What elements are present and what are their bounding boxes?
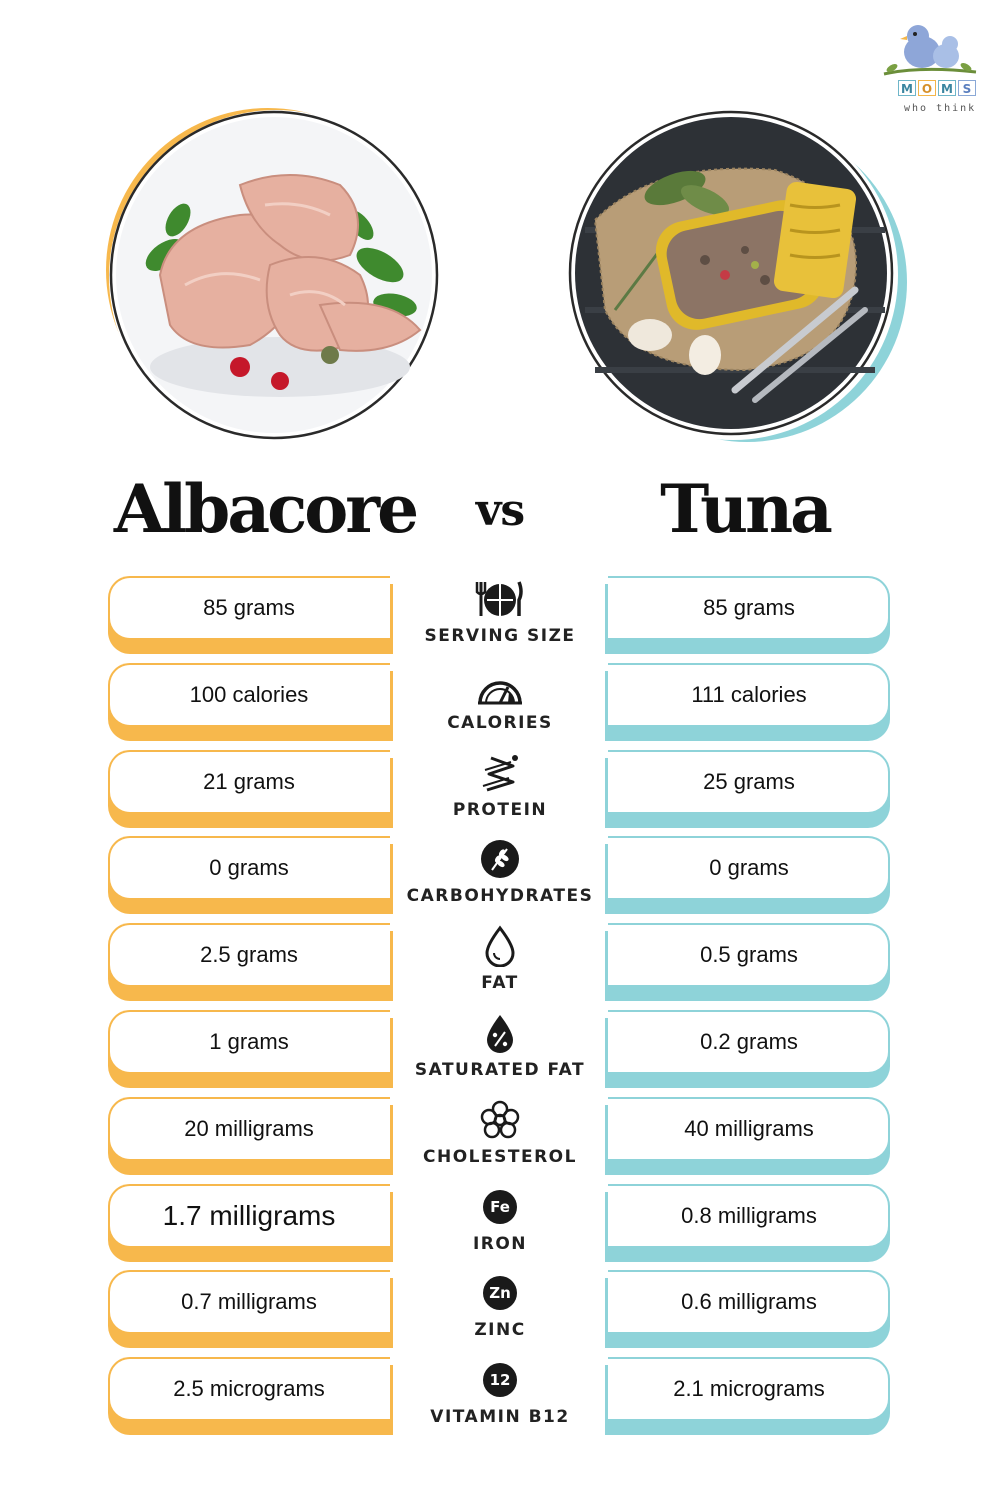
nutrient-label: CALORIES — [447, 713, 553, 733]
tuna-value-cell: 0.6 milligrams — [605, 1270, 890, 1348]
albacore-value-cell: 85 grams — [108, 576, 393, 654]
logo-letter: S — [958, 80, 976, 96]
nutrient-saturated-fat: SATURATED FAT — [400, 1010, 600, 1090]
moms-who-think-logo: M O M S who think — [880, 22, 980, 117]
logo-letter: M — [898, 80, 916, 96]
albacore-value-cell: 0.7 milligrams — [108, 1270, 393, 1348]
tuna-value-cell: 0.8 milligrams — [605, 1184, 890, 1262]
vs-heading: vs — [475, 485, 525, 536]
tuna-fat-value: 0.5 grams — [700, 942, 798, 967]
row-serving-size: 85 grams SERVING SIZE 85 grams — [0, 576, 1000, 656]
tuna-value-cell: 0 grams — [605, 836, 890, 914]
nutrient-serving-size: SERVING SIZE — [400, 576, 600, 656]
albacore-fat-value: 2.5 grams — [200, 942, 298, 967]
oil-drop-icon — [485, 925, 515, 967]
tuna-zinc-value: 0.6 milligrams — [681, 1289, 817, 1314]
nutrient-label: VITAMIN B12 — [430, 1407, 570, 1427]
nutrient-label: SERVING SIZE — [424, 626, 576, 646]
albacore-carbohydrates-value: 0 grams — [209, 855, 289, 880]
albacore-value-cell: 2.5 micrograms — [108, 1357, 393, 1435]
nutrient-vitamin-b12: 12 VITAMIN B12 — [400, 1357, 600, 1437]
albacore-vitamin-b12-value: 2.5 micrograms — [173, 1376, 325, 1401]
albacore-iron-value: 1.7 milligrams — [162, 1200, 336, 1231]
nutrient-zinc: Zn ZINC — [400, 1270, 600, 1350]
tuna-value-cell: 111 calories — [605, 663, 890, 741]
tuna-serving-size-value: 85 grams — [703, 595, 795, 620]
nutrient-label: CARBOHYDRATES — [406, 886, 594, 906]
tuna-value-cell: 25 grams — [605, 750, 890, 828]
tuna-protein-value: 25 grams — [703, 769, 795, 794]
albacore-value-cell: 100 calories — [108, 663, 393, 741]
albacore-value-cell: 21 grams — [108, 750, 393, 828]
albacore-heading: Albacore — [113, 470, 419, 548]
tuna-value-cell: 2.1 micrograms — [605, 1357, 890, 1435]
tuna-carbohydrates-value: 0 grams — [709, 855, 789, 880]
nutrient-label: FAT — [481, 973, 519, 993]
albacore-value-cell: 2.5 grams — [108, 923, 393, 1001]
nutrient-protein: PROTEIN — [400, 750, 600, 830]
row-fat: 2.5 grams FAT 0.5 grams — [0, 923, 1000, 1003]
albacore-calories-value: 100 calories — [189, 682, 309, 707]
gauge-icon — [478, 681, 522, 705]
nutrient-calories: CALORIES — [400, 663, 600, 743]
grain-icon — [481, 840, 519, 878]
albacore-value-cell: 20 milligrams — [108, 1097, 393, 1175]
plate-fork-knife-icon — [475, 581, 523, 616]
row-calories: 100 calories CALORIES 111 calories — [0, 663, 1000, 743]
albacore-saturated-fat-value: 1 grams — [209, 1029, 289, 1054]
nutrient-cholesterol: CHOLESTEROL — [400, 1097, 600, 1177]
nutrient-iron: Fe IRON — [400, 1184, 600, 1264]
tuna-value-cell: 0.5 grams — [605, 923, 890, 1001]
nutrient-label: CHOLESTEROL — [423, 1147, 577, 1167]
nutrient-label: IRON — [472, 1234, 528, 1254]
row-cholesterol: 20 milligrams CHOLESTEROL 40 milligrams — [0, 1097, 1000, 1177]
row-carbohydrates: 0 grams CARBOHYDRATES 0 grams — [0, 836, 1000, 916]
tuna-vitamin-b12-value: 2.1 micrograms — [673, 1376, 825, 1401]
vitamin-b12-icon: 12 — [483, 1363, 517, 1397]
tuna-iron-value: 0.8 milligrams — [681, 1203, 817, 1228]
tuna-heading: Tuna — [660, 470, 833, 548]
row-iron: 1.7 milligrams Fe IRON 0.8 milligrams — [0, 1184, 1000, 1264]
logo-tagline: who think — [904, 103, 977, 114]
albacore-value-cell: 0 grams — [108, 836, 393, 914]
tuna-value-cell: 85 grams — [605, 576, 890, 654]
tuna-value-cell: 0.2 grams — [605, 1010, 890, 1088]
tuna-value-cell: 40 milligrams — [605, 1097, 890, 1175]
albacore-zinc-value: 0.7 milligrams — [181, 1289, 317, 1314]
row-zinc: 0.7 milligrams Zn ZINC 0.6 milligrams — [0, 1270, 1000, 1350]
logo-letter: M — [938, 80, 956, 96]
albacore-value-cell: 1.7 milligrams — [108, 1184, 393, 1262]
protein-chain-icon — [482, 755, 518, 792]
percent-drop-icon — [487, 1015, 513, 1053]
nutrient-fat: FAT — [400, 923, 600, 1003]
cholesterol-molecule-icon — [480, 1100, 520, 1139]
albacore-serving-size-value: 85 grams — [203, 595, 295, 620]
tuna-saturated-fat-value: 0.2 grams — [700, 1029, 798, 1054]
nutrient-carbohydrates: CARBOHYDRATES — [400, 836, 600, 916]
logo-letter: O — [918, 80, 936, 96]
nutrient-label: PROTEIN — [452, 800, 548, 820]
zinc-zn-icon: Zn — [483, 1276, 517, 1310]
albacore-value-cell: 1 grams — [108, 1010, 393, 1088]
tuna-calories-value: 111 calories — [691, 682, 807, 707]
bird-logo-icon — [883, 25, 977, 76]
nutrient-label: ZINC — [474, 1320, 526, 1340]
tuna-cholesterol-value: 40 milligrams — [684, 1116, 814, 1141]
row-vitamin-b12: 2.5 micrograms 12 VITAMIN B12 2.1 microg… — [0, 1357, 1000, 1437]
iron-fe-icon: Fe — [483, 1190, 517, 1224]
nutrient-label: SATURATED FAT — [414, 1060, 586, 1080]
row-saturated-fat: 1 grams SATURATED FAT 0.2 grams — [0, 1010, 1000, 1090]
albacore-cholesterol-value: 20 milligrams — [184, 1116, 314, 1141]
albacore-protein-value: 21 grams — [203, 769, 295, 794]
row-protein: 21 grams PROTEIN 25 grams — [0, 750, 1000, 830]
